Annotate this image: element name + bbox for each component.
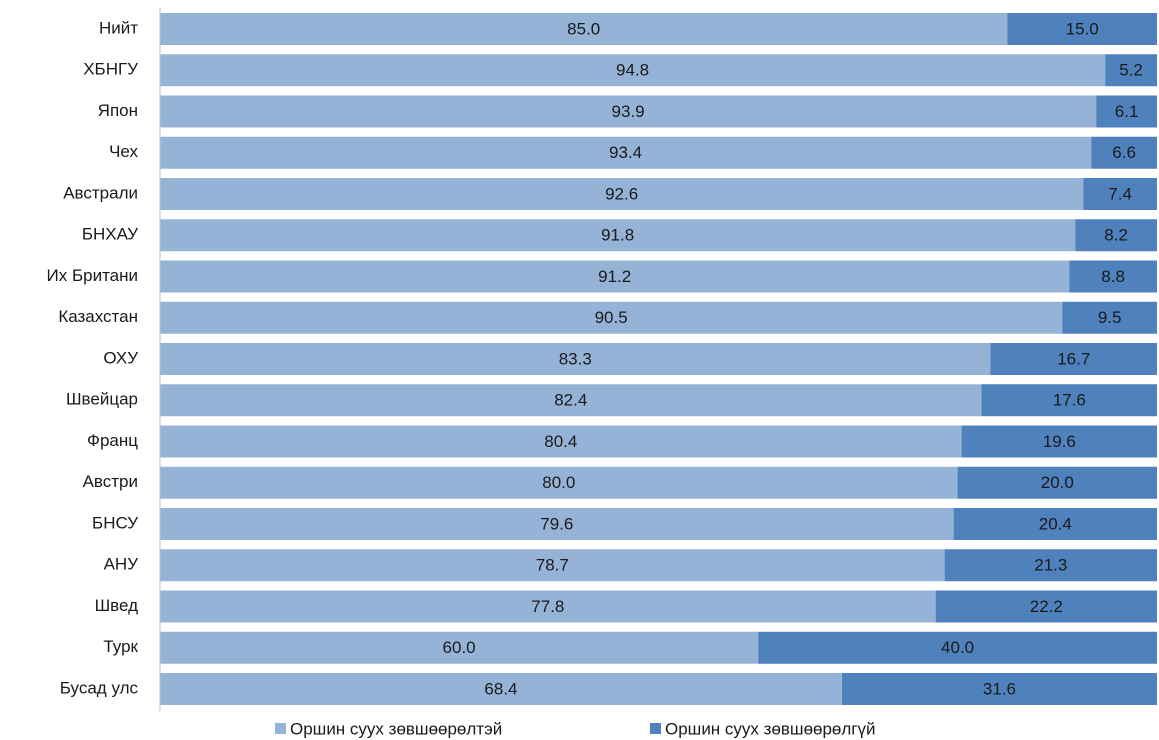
bar-segment [1105, 54, 1157, 87]
bar-segment [1069, 260, 1157, 293]
y-tick-label: Австрали [63, 183, 138, 202]
data-label: 68.4 [484, 679, 517, 698]
bar-segment [935, 590, 1157, 623]
bar-segment [160, 590, 936, 623]
data-label: 19.6 [1043, 432, 1076, 451]
y-tick-label: ХБНГУ [83, 60, 138, 79]
legend-label: Оршин суух зөвшөөрөлгүй [665, 719, 876, 738]
bar-segment [981, 384, 1157, 417]
data-label: 80.0 [542, 473, 575, 492]
data-label: 93.9 [612, 102, 645, 121]
data-label: 78.7 [536, 556, 569, 575]
data-label: 83.3 [559, 349, 592, 368]
data-label: 31.6 [983, 679, 1016, 698]
y-tick-label: Их Британи [47, 266, 138, 285]
bar-segment [160, 384, 982, 417]
data-label: 82.4 [554, 391, 587, 410]
y-tick-label: Швейцар [66, 390, 138, 409]
data-label: 17.6 [1053, 391, 1086, 410]
y-tick-label: ОХУ [103, 348, 138, 367]
bar-segment [160, 95, 1097, 128]
data-label: 91.2 [598, 267, 631, 286]
data-label: 20.0 [1041, 473, 1074, 492]
data-label: 21.3 [1034, 556, 1067, 575]
bar-segment [160, 301, 1063, 334]
bar-segment [758, 631, 1157, 664]
data-label: 16.7 [1057, 349, 1090, 368]
data-label: 22.2 [1030, 597, 1063, 616]
legend-swatch [275, 723, 286, 734]
bar-segment [160, 673, 842, 705]
bar-segment [944, 549, 1157, 582]
y-tick-label: АНУ [104, 555, 139, 574]
y-tick-label: Чех [109, 142, 138, 161]
bar-segment [1096, 95, 1157, 128]
data-label: 6.1 [1115, 102, 1139, 121]
data-label: 90.5 [595, 308, 628, 327]
bar-segment [160, 136, 1092, 169]
bar-segment [160, 466, 958, 499]
y-tick-label: Швед [95, 596, 139, 615]
bar-segment [160, 13, 1008, 45]
bar-segment [160, 549, 945, 582]
y-tick-label: Казахстан [58, 307, 138, 326]
bar-segment [1075, 219, 1157, 252]
bar-segment [1062, 301, 1157, 334]
data-label: 80.4 [544, 432, 577, 451]
data-label: 7.4 [1108, 184, 1132, 203]
data-label: 9.5 [1098, 308, 1122, 327]
bar-segment [160, 178, 1084, 210]
bar-segment [160, 508, 954, 540]
bar-segment [1083, 178, 1157, 210]
y-tick-label: Австри [83, 472, 138, 491]
bar-segment [961, 425, 1157, 458]
y-tick-label: БНХАУ [82, 225, 138, 244]
data-label: 5.2 [1119, 61, 1143, 80]
y-tick-label: Турк [103, 637, 138, 656]
data-label: 79.6 [540, 514, 573, 533]
bar-segment [957, 466, 1157, 499]
y-tick-label: Япон [98, 101, 138, 120]
data-label: 40.0 [941, 638, 974, 657]
data-label: 6.6 [1112, 143, 1136, 162]
data-label: 20.4 [1039, 514, 1072, 533]
data-label: 92.6 [605, 184, 638, 203]
data-label: 77.8 [531, 597, 564, 616]
bar-segment [160, 54, 1106, 87]
bar-segment [1007, 13, 1157, 45]
legend-swatch [650, 723, 661, 734]
data-label: 93.4 [609, 143, 642, 162]
bar-segment [160, 425, 962, 458]
legend-label: Оршин суух зөвшөөрөлтэй [290, 719, 502, 738]
y-tick-label: Бусад улс [60, 678, 139, 697]
data-label: 91.8 [601, 226, 634, 245]
data-label: 8.8 [1101, 267, 1125, 286]
bar-segment [160, 219, 1076, 252]
data-label: 94.8 [616, 61, 649, 80]
bar-segment [841, 673, 1157, 705]
bar-segment [160, 260, 1070, 293]
data-label: 85.0 [567, 19, 600, 38]
y-tick-label: Франц [87, 431, 138, 450]
bar-segment [953, 508, 1157, 540]
y-tick-label: Нийт [99, 18, 138, 37]
bar-segment [160, 343, 991, 375]
data-label: 8.2 [1104, 226, 1128, 245]
bar-segment [990, 343, 1157, 375]
y-tick-label: БНСУ [92, 513, 138, 532]
bar-segment [160, 631, 759, 664]
data-label: 60.0 [443, 638, 476, 657]
data-label: 15.0 [1066, 19, 1099, 38]
bar-segment [1091, 136, 1157, 169]
